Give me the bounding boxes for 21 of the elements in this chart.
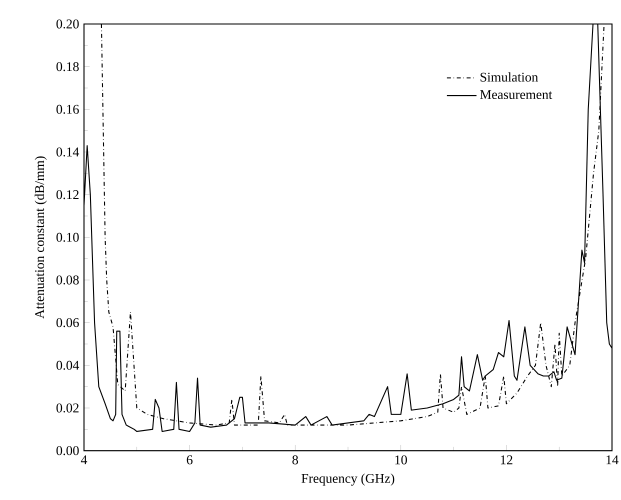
y-tick-label: 0.00: [56, 446, 79, 456]
y-tick-label: 0.12: [56, 190, 79, 200]
y-axis-title: Attenuation constant (dB/mm): [34, 156, 47, 319]
x-tick-label: 8: [292, 455, 298, 464]
y-tick-label: 0.04: [56, 360, 80, 370]
y-tick-label: 0.08: [56, 275, 79, 285]
legend-label: Measurement: [480, 90, 552, 100]
x-tick-label: 4: [80, 455, 88, 464]
x-tick-label: 12: [500, 455, 512, 464]
x-tick-label: 10: [395, 455, 407, 464]
y-tick-label: 0.02: [56, 403, 79, 413]
y-tick-label: 0.10: [56, 232, 79, 242]
y-tick-label: 0.20: [56, 19, 79, 29]
x-axis-title: Frequency (GHz): [302, 474, 394, 486]
y-tick-label: 0.14: [56, 147, 80, 157]
legend-label: Simulation: [480, 72, 538, 82]
y-tick-label: 0.16: [56, 104, 79, 114]
y-tick-label: 0.18: [56, 62, 79, 72]
y-tick-label: 0.06: [56, 318, 79, 328]
x-tick-label: 14: [606, 455, 618, 464]
x-tick-label: 6: [186, 455, 193, 464]
